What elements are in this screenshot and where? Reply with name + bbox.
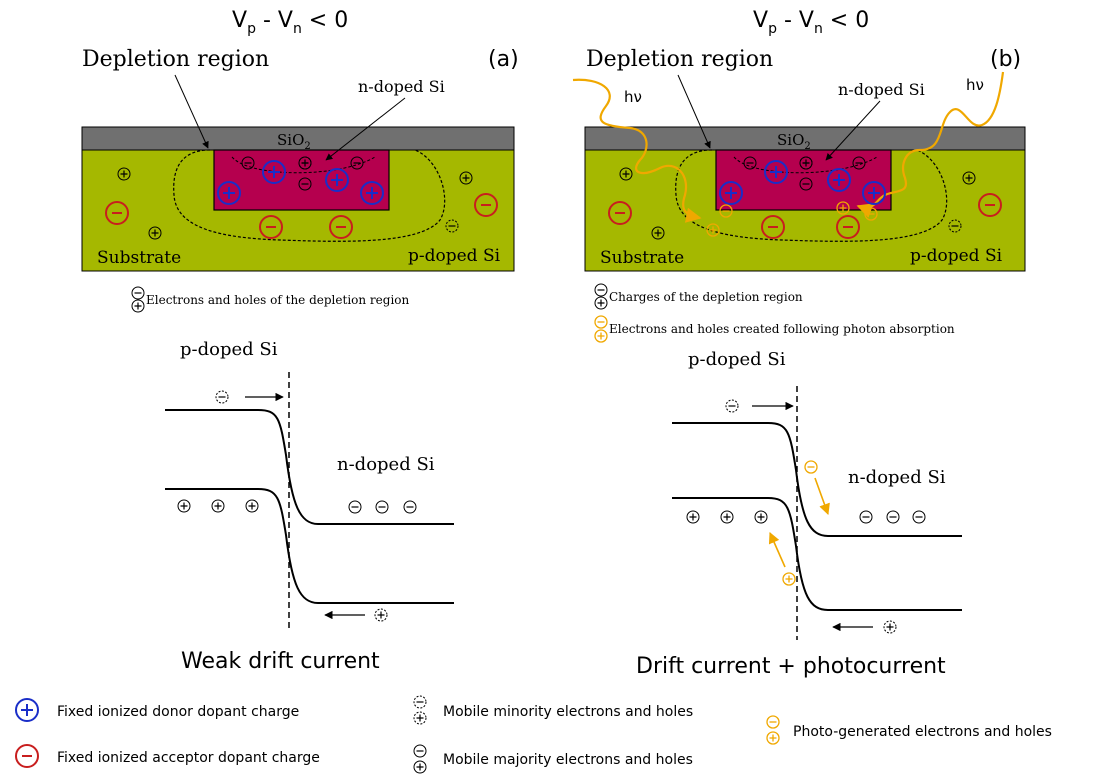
photo-electron-arrow [814,477,830,516]
valence-band-b [672,497,962,611]
photo-electron [804,460,818,474]
bias-label-b: Vp - Vn < 0 [753,8,869,37]
ndoped-label-a: n-doped Si [358,77,445,96]
panel-a: Vp - Vn < 0 (a) Depletion region n-doped… [81,8,519,674]
legend-note-a: Electrons and holes of the depletion reg… [146,293,410,307]
donor-legend-icon [15,698,39,722]
legend-donor: Fixed ionized donor dopant charge [57,704,299,720]
ndoped-arrow-a [325,97,406,161]
ndoped-arrow-b [825,100,881,161]
photon-path-left [572,78,702,223]
legend-minority: Mobile minority electrons and holes [443,704,693,720]
electron-minority [725,399,739,413]
ndoped-region-a [213,149,390,211]
legend-note-b1: Charges of the depletion region [609,290,803,304]
hole-majority [177,499,191,513]
minority-legend-icon [413,695,427,709]
depletion-boundary-a [173,149,446,242]
photo-legend-icon [766,731,780,745]
oxide-label-a: SiO2 [277,131,311,152]
band-n-label-b: n-doped Si [848,467,946,488]
legend-acceptor: Fixed ionized acceptor dopant charge [57,750,320,766]
panel-letter-b: (b) [990,47,1021,72]
panel-b: Vp - Vn < 0 (b) Depletion region n-doped… [572,8,1026,679]
photo-charge-icon [594,329,608,343]
hole-majority [211,499,225,513]
depletion-charge-icon [594,283,608,297]
depletion-inner-a [231,156,376,174]
hole-majority [754,510,768,524]
conduction-band-b [672,422,962,537]
band-p-label-a: p-doped Si [180,339,278,360]
photo-hole [782,572,796,586]
depletion-label-a: Depletion region [82,47,269,72]
depletion-boundary-b [675,149,948,242]
hole-majority [720,510,734,524]
band-p-label-b: p-doped Si [688,349,786,370]
depletion-charge-icon [131,299,145,313]
bias-label-a: Vp - Vn < 0 [232,8,348,37]
pdoped-label-b: p-doped Si [910,246,1003,266]
depletion-charge-icon [594,296,608,310]
majority-legend-icon [413,744,427,758]
legend-note-b2: Electrons and holes created following ph… [609,322,955,336]
photon-label-b-left: hν [624,88,642,106]
electron-minority [215,390,229,404]
electron-majority [348,500,362,514]
substrate-label-b: Substrate [600,248,684,268]
photo-legend-icon [766,715,780,729]
legend-photo: Photo-generated electrons and holes [793,724,1052,740]
bottom-legend: Fixed ionized donor dopant charge Fixed … [15,695,1052,774]
photon-label-b-right: hν [966,76,984,94]
legend-majority: Mobile majority electrons and holes [443,752,693,768]
electron-majority [403,500,417,514]
minority-legend-icon [413,711,427,725]
electron-majority [886,510,900,524]
caption-b: Drift current + photocurrent [636,654,946,679]
depletion-inner-b [733,156,878,174]
photo-hole-arrow [768,531,786,568]
caption-a: Weak drift current [181,649,380,674]
oxide-label-b: SiO2 [777,131,811,152]
panel-letter-a: (a) [488,47,519,72]
pdoped-label-a: p-doped Si [408,246,501,266]
electron-majority [375,500,389,514]
electron-majority [859,510,873,524]
acceptor-legend-icon [15,744,39,768]
ndoped-label-b: n-doped Si [838,80,925,99]
conduction-band-a [165,409,454,525]
band-n-label-a: n-doped Si [337,454,435,475]
valence-band-a [165,488,454,604]
electron-majority [912,510,926,524]
depletion-charge-icon [131,286,145,300]
ndoped-region-b [715,149,892,211]
hole-minority [883,620,897,634]
depletion-arrow-a [174,74,209,149]
hole-majority [245,499,259,513]
substrate-label-a: Substrate [97,248,181,268]
hole-majority [686,510,700,524]
depletion-arrow-b [677,74,711,149]
photo-charge-icon [594,315,608,329]
hole-minority [374,608,388,622]
majority-legend-icon [413,760,427,774]
depletion-label-b: Depletion region [586,47,773,72]
